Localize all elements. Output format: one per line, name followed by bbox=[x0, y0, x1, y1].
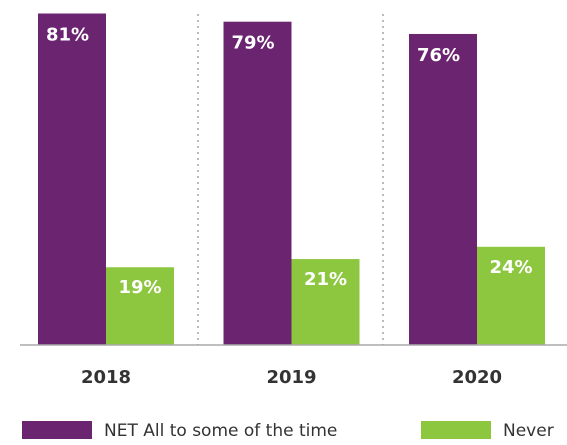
legend-label: NET All to some of the time bbox=[104, 421, 337, 441]
bar bbox=[477, 246, 545, 345]
value-label: 76% bbox=[417, 45, 460, 66]
value-label: 24% bbox=[489, 257, 532, 278]
legend-swatch bbox=[22, 421, 92, 439]
x-tick-label: 2020 bbox=[452, 367, 502, 388]
bar bbox=[106, 267, 174, 345]
value-label: 19% bbox=[118, 277, 161, 298]
bar bbox=[409, 33, 477, 346]
bar bbox=[223, 21, 292, 345]
value-label: 81% bbox=[46, 25, 89, 46]
legend-swatch bbox=[421, 421, 491, 439]
value-label: 79% bbox=[232, 33, 275, 54]
value-label: 21% bbox=[304, 269, 347, 290]
legend-label: Never bbox=[503, 421, 554, 441]
x-tick-label: 2018 bbox=[81, 367, 131, 388]
bars bbox=[38, 13, 545, 346]
x-tick-label: 2019 bbox=[266, 367, 316, 388]
bar bbox=[38, 13, 106, 345]
bar bbox=[291, 259, 360, 345]
